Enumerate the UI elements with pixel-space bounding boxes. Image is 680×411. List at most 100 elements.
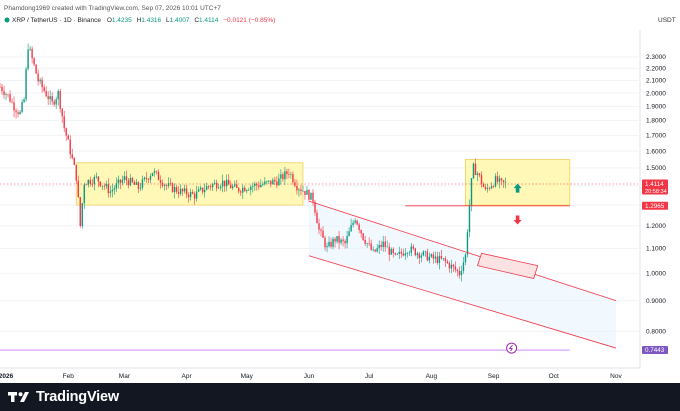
created-by-text: Phamdong1969 created with TradingView.co… <box>4 5 221 12</box>
price-chart[interactable]: Phamdong1969 created with TradingView.co… <box>0 0 680 383</box>
candle-body <box>226 179 228 187</box>
candle-body <box>83 184 85 204</box>
candle-body <box>348 231 350 237</box>
candle-body <box>404 253 406 256</box>
candle-body <box>155 171 158 172</box>
candle-body <box>133 182 136 185</box>
channel-upper-line <box>308 200 617 302</box>
candle-body <box>73 157 75 165</box>
candle-body <box>468 205 471 233</box>
candle-body <box>456 269 459 271</box>
candle-body <box>272 179 274 185</box>
overlays-layer <box>0 183 617 354</box>
candle-body <box>5 94 7 96</box>
candle-body <box>504 182 507 183</box>
candle-body <box>474 163 477 175</box>
candle-body <box>187 194 190 198</box>
tradingview-logo[interactable]: TradingView <box>8 387 119 407</box>
candle-body <box>408 252 410 254</box>
candle-body <box>494 176 497 187</box>
candle-body <box>284 171 286 180</box>
candle-body <box>470 178 473 206</box>
candle-body <box>294 182 296 186</box>
candle-body <box>181 188 184 192</box>
candle-body <box>197 189 200 192</box>
candle-body <box>242 187 244 193</box>
candle-body <box>51 96 53 102</box>
price-tick-label: 1.2000 <box>646 223 666 230</box>
candle-body <box>211 184 214 188</box>
candle-body <box>224 180 226 187</box>
price-tick-label: 1.0000 <box>646 270 666 277</box>
price-tick-label: 1.6000 <box>646 148 666 155</box>
candle-body <box>396 253 398 255</box>
candle-body <box>29 48 31 50</box>
candle-body <box>442 258 445 259</box>
price-tick-label: 1.8000 <box>646 118 666 125</box>
candle-body <box>386 246 388 248</box>
candle-body <box>31 48 33 59</box>
candle-body <box>159 180 162 183</box>
candle-body <box>370 243 372 250</box>
candle-body <box>356 220 358 225</box>
candle-body <box>440 255 443 259</box>
candle-body <box>376 248 378 252</box>
candle-body <box>47 96 49 100</box>
candle-body <box>23 99 25 103</box>
candle-body <box>189 191 192 198</box>
time-tick-label: Oct <box>549 373 559 380</box>
candle-body <box>426 251 429 261</box>
candle-body <box>372 249 374 251</box>
candle-body <box>99 181 102 186</box>
candle-body <box>15 110 17 113</box>
price-tick-label: 1.1000 <box>646 246 666 253</box>
price-tick-label: 2.3000 <box>646 54 666 61</box>
candle-body <box>121 179 124 183</box>
candle-body <box>137 182 140 189</box>
candle-body <box>193 193 196 199</box>
candle-body <box>7 94 9 95</box>
candle-body <box>228 179 230 185</box>
candle-body <box>420 255 423 258</box>
candle-body <box>502 180 505 183</box>
candle-body <box>256 183 258 186</box>
candle-body <box>296 185 298 191</box>
candle-body <box>191 191 194 194</box>
candle-body <box>0 86 1 88</box>
candle-body <box>169 183 172 184</box>
candle-body <box>57 90 59 100</box>
candle-body <box>464 254 467 263</box>
candle-body <box>330 241 332 247</box>
candle-body <box>113 188 116 190</box>
ohlc-close-value: 1.4114 <box>199 17 219 24</box>
candle-body <box>1 86 3 92</box>
candle-body <box>496 176 499 182</box>
candle-body <box>143 177 146 180</box>
candle-body <box>35 64 37 74</box>
candle-body <box>300 189 302 192</box>
candle-body <box>17 112 19 114</box>
candle-body <box>340 239 342 243</box>
candle-body <box>444 258 447 262</box>
candle-body <box>195 191 198 199</box>
candle-body <box>292 174 294 183</box>
time-axis[interactable]: 2026 Feb Mar Apr May Jun Jul Aug Sep Oct Nov <box>0 373 622 380</box>
candle-body <box>25 68 27 100</box>
candle-body <box>151 172 154 176</box>
candle-body <box>274 179 276 182</box>
candle-body <box>97 176 100 182</box>
candle-body <box>424 251 427 253</box>
candle-body <box>314 201 316 213</box>
time-tick-label: 2026 <box>0 373 14 380</box>
candle-body <box>93 176 95 185</box>
candle-body <box>153 171 156 173</box>
candle-body <box>282 174 284 180</box>
candle-body <box>342 239 344 242</box>
candle-body <box>286 171 288 174</box>
candle-body <box>43 87 45 92</box>
ohlc-open-value: 1.4235 <box>112 17 132 24</box>
candle-body <box>400 251 402 254</box>
candle-body <box>318 223 320 230</box>
candle-body <box>230 184 232 189</box>
